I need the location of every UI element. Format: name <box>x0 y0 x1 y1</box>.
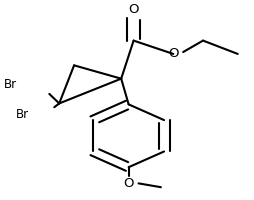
Text: O: O <box>123 177 134 190</box>
Text: O: O <box>168 47 179 60</box>
Text: Br: Br <box>16 108 29 121</box>
Text: O: O <box>128 3 139 16</box>
Text: Br: Br <box>4 78 17 91</box>
